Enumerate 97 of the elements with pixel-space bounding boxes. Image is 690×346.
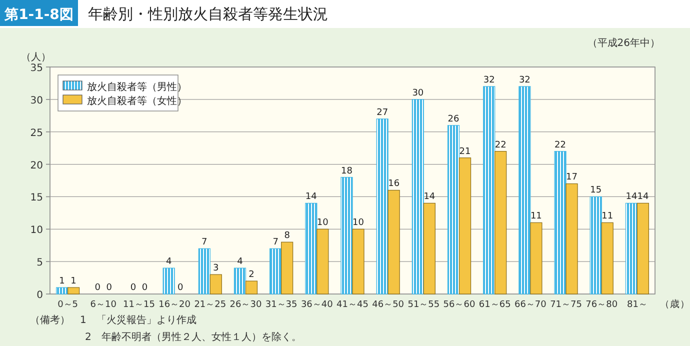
x-tick-label: 6～10: [90, 300, 117, 310]
x-tick-label: 61～65: [478, 300, 511, 310]
x-tick-label: 36～40: [300, 300, 334, 310]
x-tick-label: 0～5: [58, 300, 78, 310]
y-tick-label: 30: [30, 95, 43, 106]
x-tick-label: 51～55: [408, 300, 440, 310]
bar: [601, 222, 614, 294]
data-label: 15: [590, 186, 602, 196]
x-tick-label: 11～15: [123, 300, 155, 310]
y-tick-label: 25: [30, 128, 43, 139]
bar: [636, 202, 650, 294]
y-tick-label: 35: [30, 63, 43, 74]
data-label: 22: [554, 140, 566, 150]
data-label: 14: [626, 192, 638, 202]
bar: [210, 274, 222, 294]
data-label: 0: [106, 283, 112, 293]
x-tick-label: 31～35: [265, 300, 298, 310]
bar: [234, 268, 246, 294]
x-tick-label: 56～60: [443, 300, 476, 310]
bar: [494, 151, 507, 294]
bar: [590, 196, 602, 294]
bar: [423, 202, 436, 294]
x-tick-label: 81～: [626, 300, 648, 310]
data-label: 14: [305, 192, 318, 202]
bar: [352, 228, 364, 294]
x-tick-label: 16～20: [158, 300, 191, 310]
bar: [56, 287, 68, 294]
bar: [458, 158, 472, 294]
data-label: 0: [142, 283, 148, 293]
data-label: 18: [341, 166, 353, 176]
x-tick-label: 46～50: [372, 300, 404, 310]
data-label: 26: [448, 114, 460, 124]
bar: [566, 183, 578, 294]
data-label: 3: [213, 264, 219, 274]
legend-label: 放火自殺者等（女性）: [87, 95, 187, 107]
data-label: 11: [602, 212, 614, 222]
data-label: 2: [248, 270, 254, 280]
data-label: 17: [566, 172, 578, 183]
bar: [162, 268, 175, 294]
data-label: 4: [166, 257, 172, 268]
y-tick-label: 20: [30, 160, 43, 172]
bar: [483, 86, 496, 294]
bar: [67, 287, 80, 294]
bar: [281, 242, 294, 294]
bar: [245, 280, 258, 294]
bar: [376, 118, 388, 294]
bar: [554, 151, 566, 294]
data-label: 0: [177, 283, 184, 293]
data-label: 22: [494, 140, 506, 150]
data-label: 7: [202, 238, 208, 248]
data-label: 0: [94, 283, 101, 293]
x-tick-label: 26～30: [230, 300, 262, 310]
x-tick-label: 21～25: [194, 300, 226, 310]
x-axis-title: （歳）: [660, 298, 690, 310]
data-label: 1: [59, 276, 65, 287]
bar: [412, 99, 424, 294]
text: 第1-1-8図: [4, 7, 74, 23]
text: 2 年齢不明者（男性２人、女性１人）を除く。: [85, 331, 302, 343]
data-label: 1: [70, 276, 76, 287]
chart-subtitle: （平成26年中）: [587, 37, 660, 49]
bar: [518, 86, 531, 294]
y-tick-label: 0: [36, 290, 43, 301]
y-tick-label: 15: [30, 192, 43, 204]
y-tick-label: 10: [30, 225, 43, 236]
text: （備考） 1 「火災報告」より作成: [30, 314, 196, 326]
data-label: 30: [412, 88, 424, 98]
data-label: 27: [376, 108, 388, 118]
data-label: 4: [237, 257, 244, 268]
data-label: 32: [518, 75, 530, 86]
data-label: 32: [483, 75, 495, 86]
bar: [530, 222, 542, 294]
bar: [625, 202, 638, 294]
data-label: 11: [530, 212, 542, 222]
x-tick-label: 76～80: [586, 300, 618, 310]
chart-title: 年齢別・性別放火自殺者等発生状況: [88, 5, 328, 23]
bar: [388, 190, 400, 294]
bar: [316, 228, 329, 294]
bar: [305, 202, 318, 294]
x-tick-label: 71～75: [550, 300, 582, 310]
y-axis-title: （人）: [21, 52, 51, 63]
data-label: 14: [424, 192, 436, 202]
bar: [270, 248, 282, 294]
data-label: 21: [459, 146, 471, 157]
x-tick-label: 41～45: [336, 300, 368, 310]
bar: [340, 176, 353, 294]
data-label: 8: [284, 231, 290, 242]
data-label: 7: [272, 238, 278, 248]
bar: [447, 125, 460, 294]
data-label: 10: [352, 218, 364, 228]
data-label: 14: [637, 192, 649, 202]
y-tick-label: 5: [36, 258, 43, 269]
x-tick-label: 66～70: [514, 300, 547, 310]
bar: [198, 248, 210, 294]
data-label: 10: [316, 218, 329, 228]
data-label: 0: [130, 283, 136, 293]
data-label: 16: [388, 179, 400, 190]
legend-label: 放火自殺者等（男性）: [87, 81, 187, 93]
